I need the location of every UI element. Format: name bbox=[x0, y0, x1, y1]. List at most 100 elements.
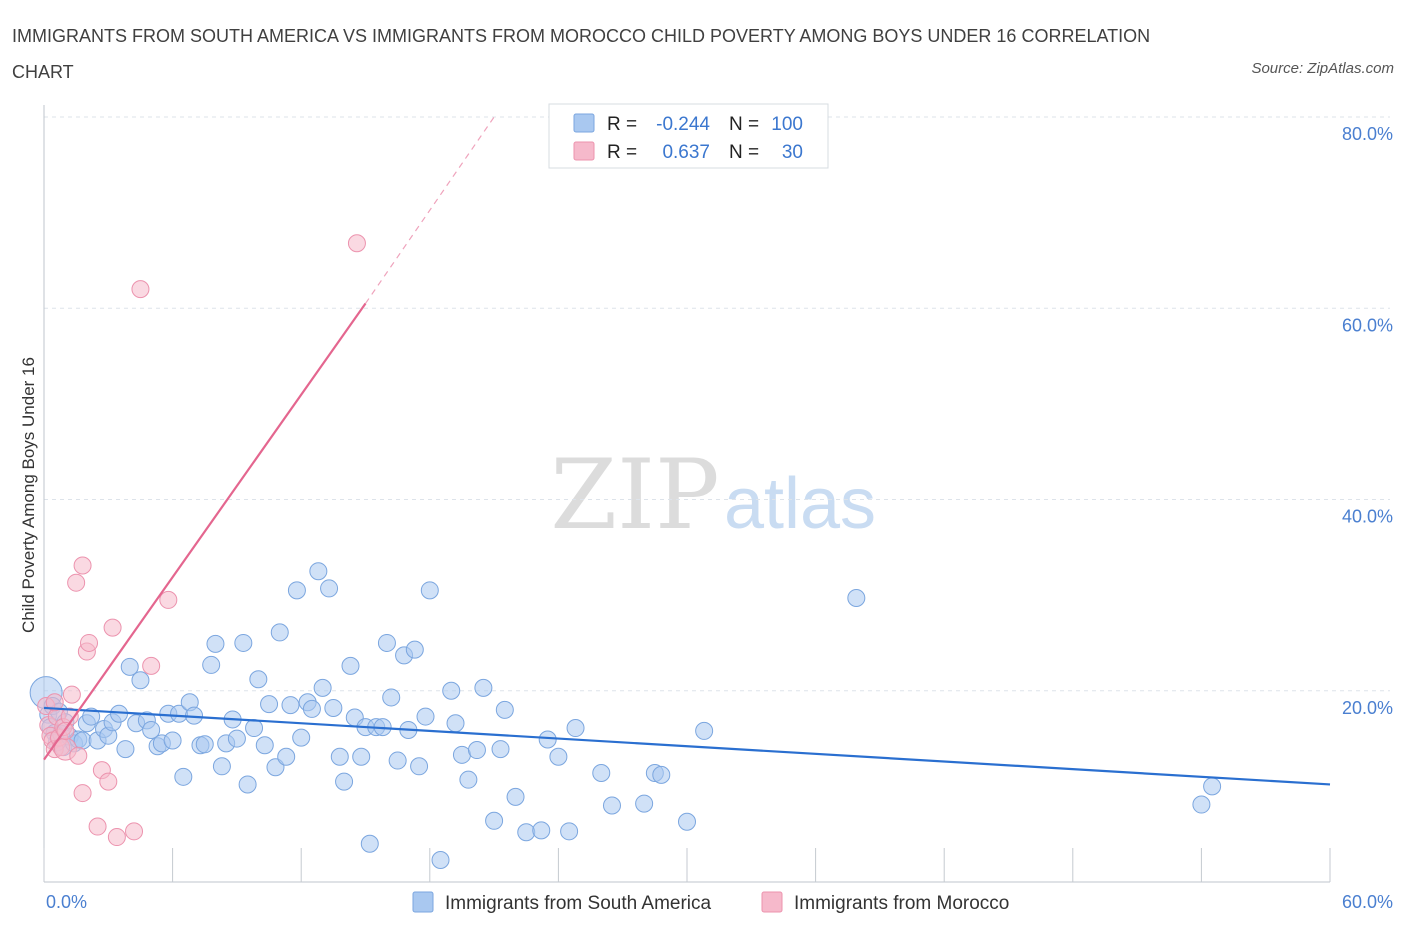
stats-swatch-blue bbox=[573, 113, 595, 133]
legend-label-morocco: Immigrants from Morocco bbox=[794, 893, 1009, 914]
y-tick-labels: 20.0% 40.0% 60.0% 80.0% bbox=[1342, 124, 1393, 718]
south-america-point-77 bbox=[416, 707, 435, 726]
south-america-point-59 bbox=[320, 579, 339, 598]
legend-swatch-south-america bbox=[412, 891, 434, 913]
south-america-point-81 bbox=[446, 714, 465, 733]
south-america-point-13 bbox=[73, 731, 92, 750]
x-tick-labels: 0.0% 60.0% bbox=[46, 892, 1393, 912]
trend-line-morocco-extension bbox=[365, 116, 495, 304]
south-america-point-75 bbox=[405, 640, 424, 659]
stats-n-label-blue: N = bbox=[729, 114, 759, 135]
south-america-point-37 bbox=[202, 655, 221, 674]
morocco-point-12 bbox=[67, 573, 86, 592]
south-america-point-98 bbox=[635, 794, 654, 813]
south-america-point-49 bbox=[266, 758, 285, 777]
trend-lines bbox=[43, 116, 1331, 786]
south-america-point-65 bbox=[352, 747, 371, 766]
morocco-point-27 bbox=[347, 234, 366, 253]
south-america-point-100 bbox=[652, 765, 671, 784]
south-america-point-78 bbox=[420, 581, 439, 600]
trend-line-morocco bbox=[43, 302, 367, 761]
south-america-point-53 bbox=[287, 581, 306, 600]
south-america-point-89 bbox=[506, 787, 525, 806]
source-label: Source: ZipAtlas.com bbox=[1251, 60, 1394, 77]
stats-r-label-pink: R = bbox=[607, 142, 637, 163]
morocco-point-11 bbox=[62, 685, 81, 704]
south-america-point-67 bbox=[360, 834, 379, 853]
south-america-point-92 bbox=[538, 730, 557, 749]
south-america-point-105 bbox=[1203, 777, 1222, 796]
stats-r-value-blue: -0.244 bbox=[656, 114, 710, 135]
south-america-point-50 bbox=[270, 623, 289, 642]
south-america-point-90 bbox=[517, 823, 536, 842]
south-america-point-44 bbox=[238, 775, 257, 794]
stats-n-label-pink: N = bbox=[729, 142, 759, 163]
legend: Immigrants from South America Immigrants… bbox=[412, 891, 1009, 914]
south-america-point-46 bbox=[249, 670, 268, 689]
south-america-point-79 bbox=[431, 851, 450, 870]
south-america-point-61 bbox=[330, 747, 349, 766]
south-america-point-60 bbox=[324, 698, 343, 717]
stats-n-value-pink: 30 bbox=[782, 142, 803, 163]
south-america-point-54 bbox=[292, 728, 311, 747]
morocco-point-15 bbox=[73, 556, 92, 575]
south-america-point-97 bbox=[602, 796, 621, 815]
x-tick-label-0: 0.0% bbox=[46, 892, 87, 912]
south-america-point-63 bbox=[341, 656, 360, 675]
y-tick-label-2: 60.0% bbox=[1342, 315, 1393, 335]
south-america-point-80 bbox=[442, 681, 461, 700]
south-america-point-24 bbox=[131, 671, 150, 690]
morocco-point-18 bbox=[88, 817, 107, 836]
south-america-point-57 bbox=[309, 562, 328, 581]
south-america-point-22 bbox=[120, 657, 139, 676]
south-america-point-45 bbox=[245, 719, 264, 738]
legend-label-south-america: Immigrants from South America bbox=[445, 893, 712, 914]
south-america-point-104 bbox=[1192, 795, 1211, 814]
stats-n-value-blue: 100 bbox=[771, 114, 803, 135]
stats-box: R = -0.244 N = 100 R = 0.637 N = 30 bbox=[548, 103, 829, 169]
south-america-point-62 bbox=[335, 772, 354, 791]
south-america-point-76 bbox=[410, 757, 429, 776]
y-tick-label-0: 20.0% bbox=[1342, 698, 1393, 718]
south-america-point-103 bbox=[847, 588, 866, 607]
morocco-point-20 bbox=[99, 772, 118, 791]
south-america-point-56 bbox=[302, 699, 321, 718]
south-america-point-86 bbox=[485, 811, 504, 830]
south-america-point-21 bbox=[116, 740, 135, 759]
chart-title: IMMIGRANTS FROM SOUTH AMERICA VS IMMIGRA… bbox=[12, 26, 1151, 82]
morocco-point-17 bbox=[80, 633, 99, 652]
y-axis-title: Child Poverty Among Boys Under 16 bbox=[19, 357, 38, 633]
south-america-point-43 bbox=[234, 633, 253, 652]
y-tick-label-1: 40.0% bbox=[1342, 507, 1393, 527]
south-america-point-102 bbox=[695, 721, 714, 740]
morocco-point-14 bbox=[73, 784, 92, 803]
south-america-point-51 bbox=[277, 747, 296, 766]
south-america-point-42 bbox=[227, 729, 246, 748]
south-america-point-83 bbox=[459, 770, 478, 789]
south-america-point-96 bbox=[592, 763, 611, 782]
stats-r-value-pink: 0.637 bbox=[662, 142, 710, 163]
x-tick-label-1: 60.0% bbox=[1342, 892, 1393, 912]
morocco-point-23 bbox=[125, 822, 144, 841]
south-america-point-84 bbox=[467, 741, 486, 760]
axes bbox=[43, 105, 1331, 883]
south-america-point-38 bbox=[206, 634, 225, 653]
south-america-point-95 bbox=[566, 719, 585, 738]
south-america-point-87 bbox=[491, 740, 510, 759]
trend-line-south-america bbox=[43, 706, 1331, 786]
south-america-point-88 bbox=[495, 700, 514, 719]
grid-lines bbox=[44, 116, 1390, 692]
series-south-america-points bbox=[29, 562, 1222, 870]
morocco-point-24 bbox=[131, 280, 150, 299]
south-america-point-91 bbox=[532, 821, 551, 840]
legend-swatch-morocco bbox=[761, 891, 783, 913]
south-america-point-72 bbox=[388, 751, 407, 770]
south-america-point-32 bbox=[174, 767, 193, 786]
south-america-point-71 bbox=[382, 688, 401, 707]
watermark-zip: ZIP bbox=[550, 439, 719, 551]
south-america-point-85 bbox=[474, 678, 493, 697]
south-america-point-101 bbox=[678, 812, 696, 831]
series-morocco-points bbox=[37, 234, 366, 847]
south-america-point-93 bbox=[549, 747, 568, 766]
